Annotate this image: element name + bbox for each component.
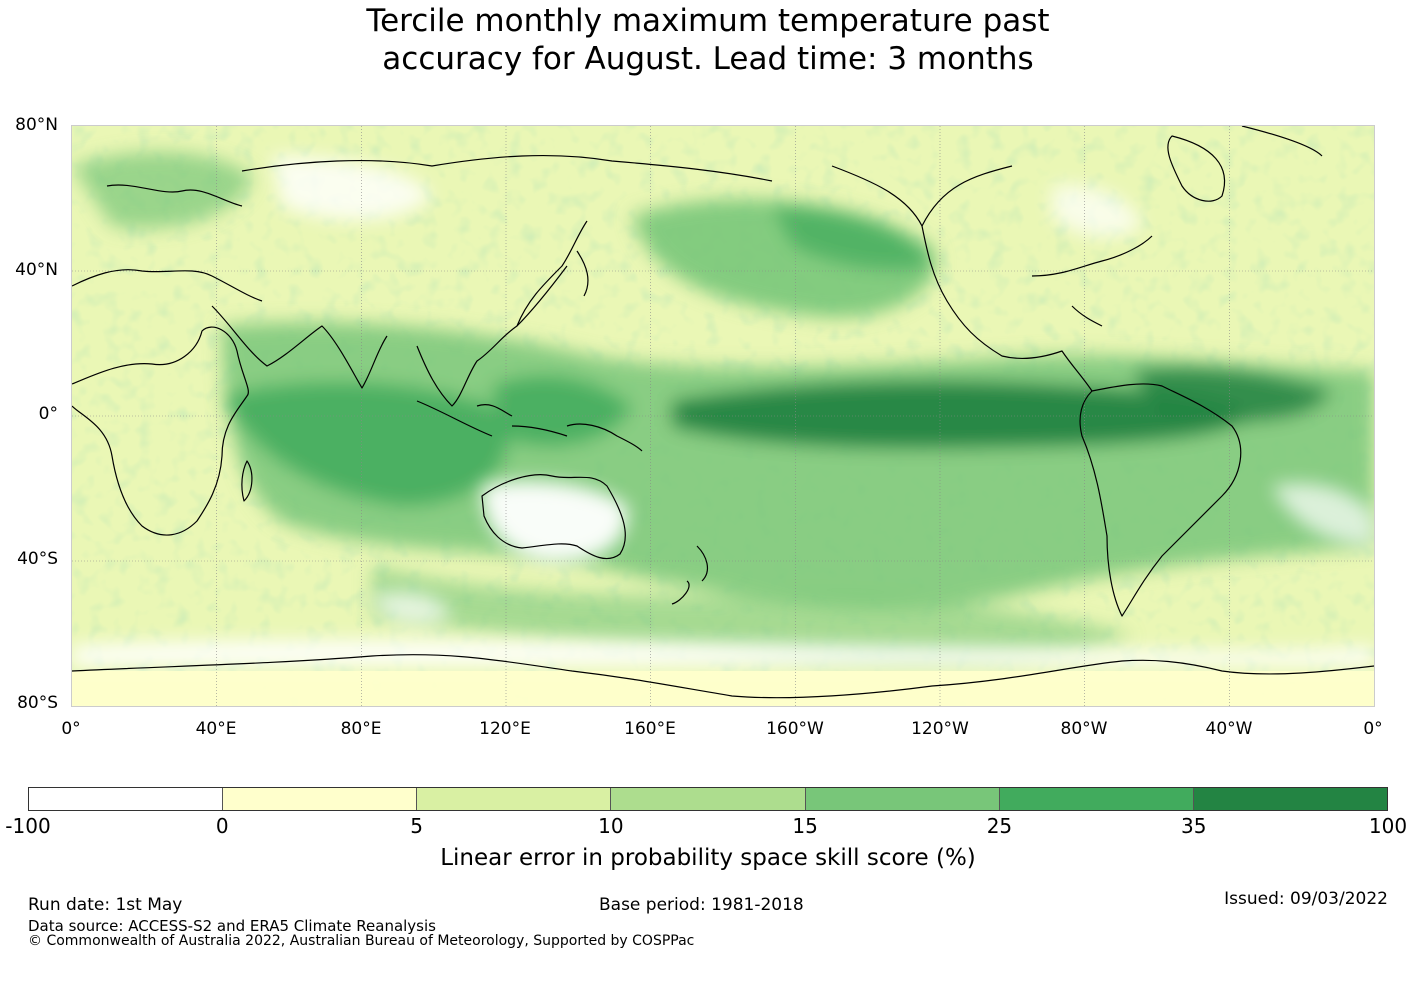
colorbar-tick-label: 35 <box>1180 814 1207 838</box>
lon-label-120w: 120°W <box>911 719 969 739</box>
lon-label-160w: 160°W <box>766 719 824 739</box>
lat-label-0: 0° <box>38 404 58 424</box>
lon-label-40w: 40°W <box>1205 719 1253 739</box>
map-title-line-2: accuracy for August. Lead time: 3 months <box>382 41 1034 77</box>
map-title-line-1: Tercile monthly maximum temperature past <box>366 3 1050 39</box>
colorbar-tick-label: 25 <box>986 814 1013 838</box>
colorbar <box>28 787 1388 811</box>
negative-skill-areas <box>72 156 1374 666</box>
lat-label-40n: 40°N <box>15 260 58 280</box>
colorbar-tick-label: 0 <box>215 814 229 838</box>
lon-label-80w: 80°W <box>1060 719 1108 739</box>
coastlines <box>72 126 1374 699</box>
colorbar-segment <box>611 788 806 810</box>
copyright-notice: © Commonwealth of Australia 2022, Austra… <box>28 933 695 949</box>
lat-label-80n: 80°N <box>15 115 58 135</box>
data-source: Data source: ACCESS-S2 and ERA5 Climate … <box>28 917 436 935</box>
colorbar-tick-label: 100 <box>1368 814 1408 838</box>
lon-label-80e: 80°E <box>340 719 382 739</box>
colorbar-segment <box>1193 788 1387 810</box>
colorbar-label: Linear error in probability space skill … <box>440 845 976 871</box>
colorbar-tick-label: 15 <box>792 814 818 838</box>
lon-label-0-west-edge: 0° <box>61 719 81 739</box>
colorbar-tick-label: 10 <box>598 814 624 838</box>
issued-date: Issued: 09/03/2022 <box>1224 889 1388 909</box>
lon-label-0-east-edge: 0° <box>1363 719 1383 739</box>
run-date: Run date: 1st May <box>28 895 183 915</box>
skill-score-map <box>71 125 1375 707</box>
lon-label-120e: 120°E <box>479 719 531 739</box>
colorbar-segment <box>999 788 1194 810</box>
colorbar-segment <box>29 788 224 810</box>
colorbar-tick-label: -100 <box>5 814 51 838</box>
colorbar-tick-label: 5 <box>410 814 423 838</box>
colorbar-segment <box>417 788 612 810</box>
lon-label-160e: 160°E <box>624 719 676 739</box>
colorbar-segment <box>805 788 1000 810</box>
colorbar-segment <box>223 788 418 810</box>
lat-label-80s: 80°S <box>17 693 58 713</box>
lat-label-40s: 40°S <box>17 549 58 569</box>
lon-label-40e: 40°E <box>195 719 237 739</box>
graticule <box>72 126 1374 706</box>
base-period: Base period: 1981-2018 <box>599 895 804 915</box>
